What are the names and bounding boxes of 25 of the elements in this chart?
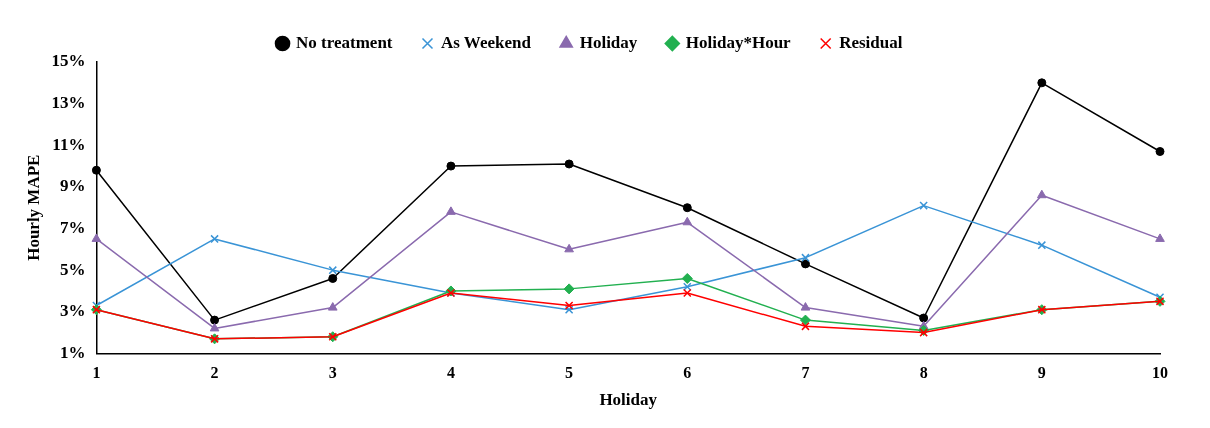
x-tick-label: 5 [565,364,574,382]
x-tick-label: 3 [328,364,337,382]
legend-label: Holiday*Hour [685,32,792,52]
y-axis-title: Hourly MAPE [23,154,43,261]
legend-label: No treatment [296,32,393,52]
x-tick-label: 1 [92,364,101,382]
y-tick-label: 15% [51,51,86,71]
y-tick-label: 5% [59,259,86,279]
x-tick-label: 8 [919,364,928,382]
y-tick-label: 1% [59,342,86,362]
legend-label: As Weekend [440,32,532,52]
x-tick-label: 4 [446,364,455,382]
y-tick-label: 7% [59,217,86,237]
y-tick-label: 3% [59,301,86,321]
x-tick-label: 2 [210,364,219,382]
legend-label: Holiday [579,32,638,52]
x-tick-label: 6 [683,364,692,382]
y-tick-label: 9% [59,176,86,196]
y-tick-label: 11% [52,134,86,154]
y-tick-label: 13% [51,93,86,113]
x-tick-label: 10 [1152,364,1168,382]
legend-label: Residual [839,32,903,52]
x-tick-label: 7 [801,364,810,382]
x-tick-label: 9 [1037,364,1046,382]
x-axis-title: Holiday [599,390,658,410]
